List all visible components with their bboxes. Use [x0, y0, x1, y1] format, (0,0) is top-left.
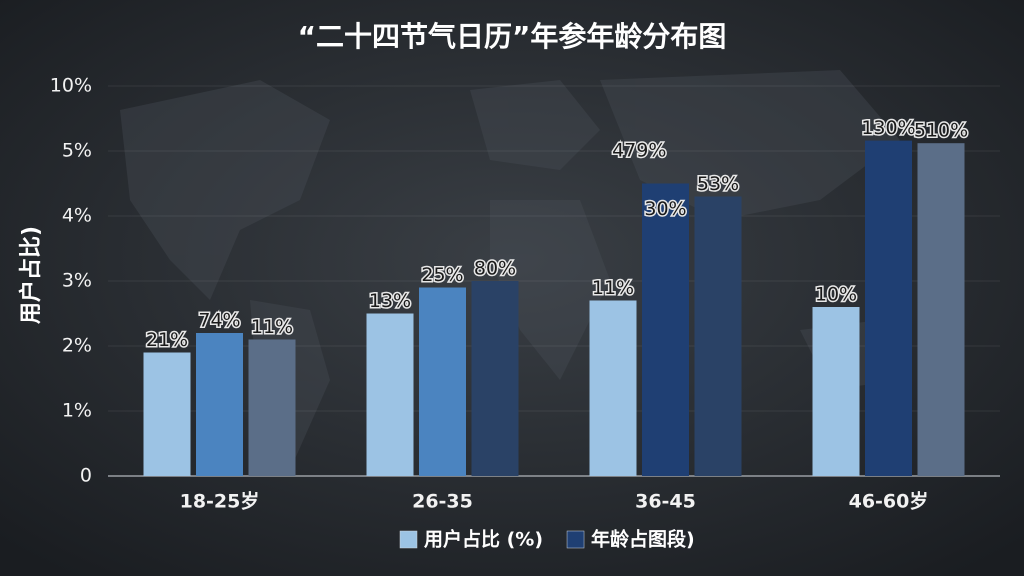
- bar: [917, 143, 965, 476]
- legend-swatch: [399, 530, 418, 549]
- bar-label: 510%: [914, 120, 968, 142]
- bar-label: 11%: [592, 277, 634, 299]
- bar: [812, 307, 860, 476]
- y-tick-label: 10%: [50, 75, 92, 97]
- y-tick-label: 3%: [62, 270, 92, 292]
- annotation: 479%: [612, 140, 666, 162]
- bar-label: 30%: [644, 198, 686, 220]
- legend-label: 用户占比 (%): [424, 528, 543, 551]
- bar-label: 21%: [146, 329, 188, 351]
- bar-label: 25%: [421, 264, 463, 286]
- x-tick-label: 26-35: [412, 491, 473, 513]
- bar: [589, 300, 637, 476]
- bar: [366, 313, 414, 476]
- x-tick-label: 46-60岁: [849, 490, 929, 513]
- bar: [196, 333, 243, 476]
- bar-label: 13%: [369, 290, 411, 312]
- y-tick-label: 1%: [62, 400, 92, 422]
- bar-label: 53%: [697, 173, 739, 195]
- y-axis-label: 用户占比): [18, 226, 44, 324]
- x-tick-label: 36-45: [635, 491, 696, 513]
- bar: [419, 287, 466, 476]
- y-tick-label: 5%: [62, 140, 92, 162]
- x-tick-label: 18-25岁: [180, 490, 260, 513]
- y-tick-label: 4%: [62, 205, 92, 227]
- bar: [694, 196, 742, 476]
- bar-label: 130%: [861, 117, 915, 139]
- bar: [143, 352, 191, 476]
- bar-label: 74%: [198, 310, 240, 332]
- chart-title: “二十四节气日历”年参年龄分布图: [298, 20, 727, 53]
- bar: [865, 140, 912, 476]
- legend-swatch: [566, 530, 585, 549]
- bar-label: 10%: [815, 284, 857, 306]
- bar: [471, 281, 519, 476]
- bar: [642, 183, 689, 476]
- y-tick-label: 0: [80, 465, 92, 487]
- y-tick-label: 2%: [62, 335, 92, 357]
- bar-label: 11%: [251, 316, 293, 338]
- bar-label: 80%: [474, 258, 516, 280]
- bar: [248, 339, 296, 476]
- legend-label: 年龄占图段): [591, 528, 695, 551]
